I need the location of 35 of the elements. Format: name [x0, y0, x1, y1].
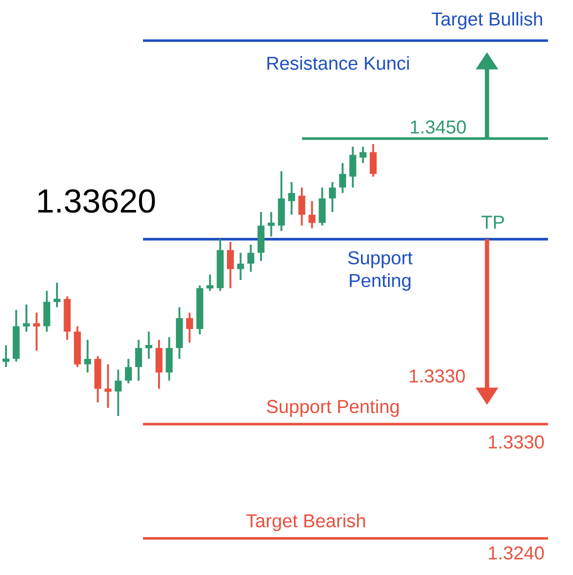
candlestick — [247, 244, 254, 273]
ref-line-label: TP — [482, 216, 504, 229]
ref-line-label: Target Bearish — [246, 514, 365, 532]
ref-line-label: Support Penting — [266, 399, 399, 417]
text: 1.3450 — [410, 120, 466, 134]
candlestick — [22, 304, 30, 333]
candlestick — [328, 181, 336, 213]
candlestick — [298, 186, 306, 227]
text: 1.3330 — [410, 369, 465, 383]
text: 1.3240 — [488, 546, 544, 560]
candlestick — [124, 358, 132, 384]
candlestick — [206, 274, 214, 292]
candlestick — [349, 146, 356, 188]
candlestick — [54, 282, 60, 308]
candlestick — [114, 368, 122, 417]
text: 1.3330 — [488, 435, 544, 449]
candlestick — [145, 330, 152, 360]
candlestick — [268, 211, 275, 238]
candlestick — [370, 143, 377, 178]
candlestick — [104, 363, 112, 409]
candlestick — [339, 162, 346, 194]
candlestick — [308, 200, 316, 230]
candlestick — [84, 338, 92, 374]
candlestick — [360, 146, 366, 164]
candlestick — [2, 344, 10, 368]
annotation: 1.33620 — [38, 189, 155, 213]
ref-line-label: Target Bullish — [432, 12, 542, 30]
text: Resistance Kunci — [267, 56, 409, 70]
candlestick — [135, 338, 142, 382]
candlestick — [186, 312, 194, 344]
annotation: Support Penting — [348, 251, 413, 291]
candlestick — [237, 252, 244, 281]
candlestick — [33, 312, 40, 352]
candlestick — [288, 181, 296, 216]
candlestick — [226, 240, 234, 290]
